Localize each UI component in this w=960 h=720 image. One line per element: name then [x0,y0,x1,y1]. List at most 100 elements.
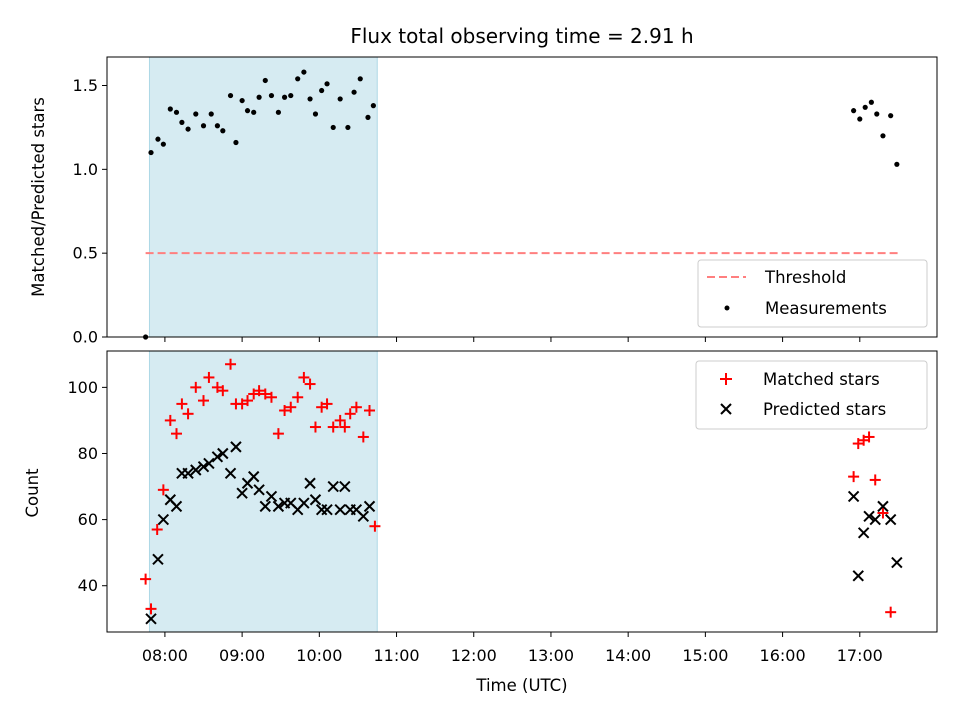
matched-star-point [877,507,889,519]
predicted-star-point [265,490,278,503]
matched-star-point [225,358,237,370]
predicted-star-point [334,503,346,516]
legend-predicted-swatch [720,403,732,415]
observing-interval-shade-bottom [148,350,378,633]
matched-star-point [140,573,152,585]
predicted-star-b [304,477,316,489]
predicted-star-point [224,467,237,480]
predicted-star-point [857,527,870,539]
matched-star-point [369,520,381,532]
predicted-star-b [852,570,864,582]
x-tick-label: 17:00 [837,646,883,665]
predicted-star-b [236,487,248,499]
matched-star-point [198,395,210,407]
predicted-star-b [211,451,224,463]
matched-star-point [182,408,194,420]
x-tick-label: 08:00 [142,646,188,665]
measurement-point [167,106,173,112]
matched-star-point [279,405,291,417]
predicted-star-point [217,447,229,460]
predicted-star-point [230,441,242,453]
matched-star-point [848,471,860,483]
top-legend: Threshold Measurements [697,259,928,328]
legend-measurements-swatch [724,305,730,311]
top-axes-frame [106,56,938,338]
measurement-point [365,114,371,120]
matched-star-point [176,398,188,410]
matched-star-point [327,421,339,433]
predicted-star-b [357,510,370,523]
bottom-x-ticks: 08:00 09:00 10:00 11:00 12:00 13:00 14:00 15:00… [142,632,883,665]
y-tick-label: 1.0 [73,160,98,179]
predicted-star-point [869,513,881,526]
x-tick-label: 16:00 [760,646,806,665]
matched-star-point [203,371,215,383]
measurement-point [851,108,857,114]
measurement-point [880,133,886,139]
legend-threshold-label: Threshold [764,268,846,287]
measurement-point [160,141,166,147]
predicted-star-point [298,497,310,509]
predicted-star-b [847,490,860,503]
predicted-star-b [363,500,376,513]
predicted-stars-points [145,441,903,625]
matched-star-point [151,524,163,536]
measurement-point [857,116,863,122]
measurement-point [268,92,275,99]
predicted-star-point [170,500,183,513]
legend-predicted-label: Predicted stars [763,400,886,419]
matched-star-point [863,431,875,443]
y-tick-label: 40 [78,576,98,595]
measurement-point [868,99,874,105]
predicted-star-b [869,513,881,526]
predicted-star-point [339,480,351,493]
predicted-star-b [145,613,157,625]
measurement-point [214,123,221,129]
y-tick-label: 0.5 [73,244,98,263]
matched-star-point [242,395,254,407]
predicted-star-b [152,553,164,565]
matched-star-point [321,398,333,410]
predicted-star-b [321,503,333,516]
measurement-point [862,104,868,110]
predicted-star-b [334,503,346,516]
y-tick-label: 1.5 [73,76,98,95]
predicted-star-b [164,494,177,506]
predicted-star-point [321,503,333,516]
measurement-point [173,109,180,115]
predicted-star-point [852,570,864,582]
measurement-point [370,103,376,109]
matched-star-point [265,391,277,403]
predicted-star-point [182,467,194,480]
predicted-star-point [253,484,265,496]
measurement-point [357,76,363,82]
measurement-point [894,161,900,167]
x-tick-label: 10:00 [296,646,342,665]
bottom-legend: Matched stars Predicted stars [695,360,928,430]
y-tick-label: 0.0 [73,328,98,347]
predicted-star-b [272,500,285,513]
chart-title: Flux total observing time = 2.91 h [350,24,693,48]
predicted-star-b [298,497,310,509]
measurement-point [351,89,357,95]
measurement-point [148,149,154,156]
predicted-star-b [877,500,889,513]
predicted-star-point [190,464,202,476]
predicted-star-b [259,500,271,513]
predicted-star-b [863,510,875,523]
matched-star-point [292,391,304,403]
measurement-point [155,136,161,142]
bottom-panel: 40 60 80 100 08:00 09:00 10:00 11:00 12:00 13:00… [23,350,938,695]
measurement-point [220,128,226,134]
measurement-point [874,111,880,117]
measurement-point [275,109,282,115]
measurement-point [330,124,336,131]
predicted-star-point [272,500,285,513]
top-legend-box [697,259,928,328]
predicted-star-point [259,500,271,513]
predicted-star-point [847,490,860,503]
top-y-axis-label: Matched/Predicted stars [29,97,48,297]
y-tick-label: 80 [78,444,98,463]
predicted-star-point [236,487,248,499]
